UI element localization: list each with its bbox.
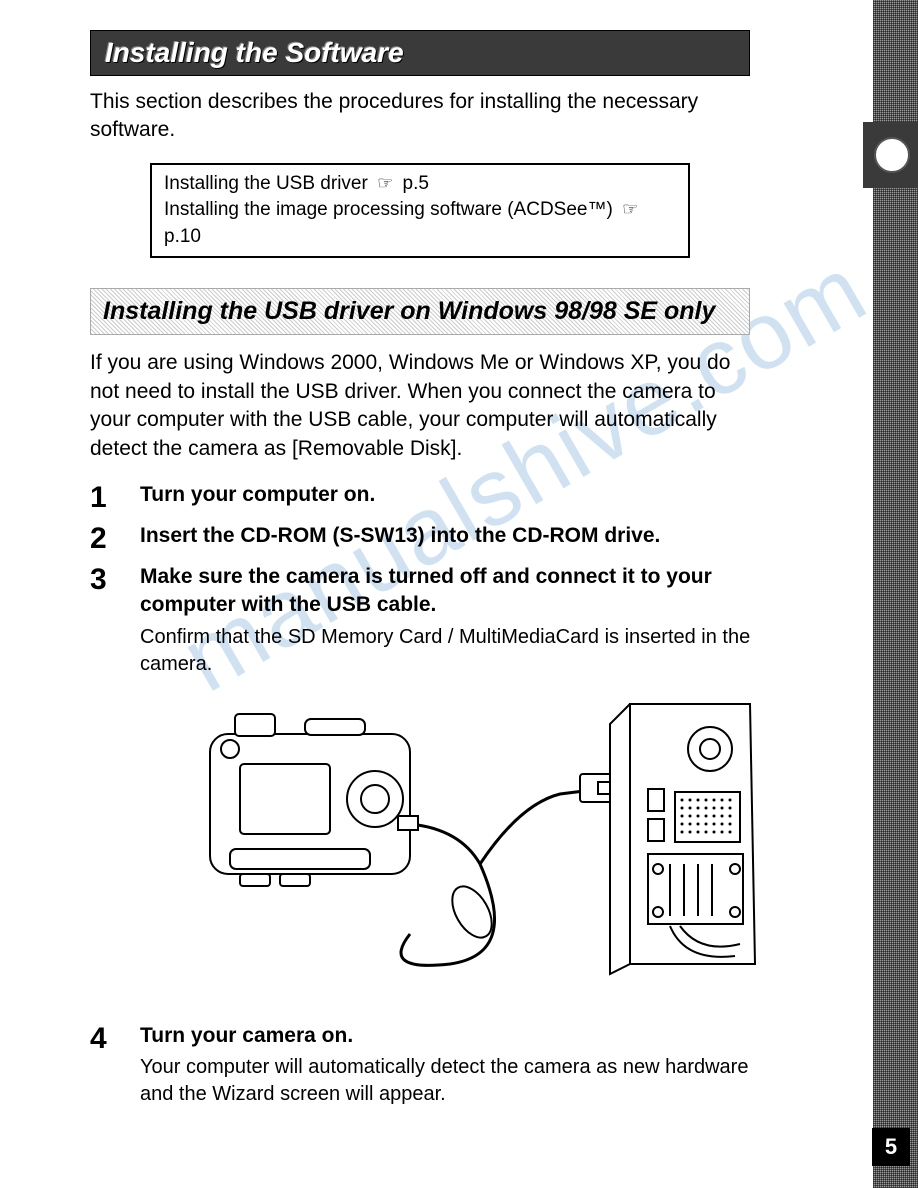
step-item: 2 Insert the CD-ROM (S-SW13) into the CD…	[90, 522, 750, 555]
step-item: 4 Turn your camera on. Your computer wil…	[90, 1022, 750, 1116]
pointer-icon: ☞	[622, 197, 638, 222]
ref-line-2-text: Installing the image processing software…	[164, 199, 618, 220]
reference-box: Installing the USB driver ☞ p.5 Installi…	[150, 163, 690, 259]
ref-line-2-page: p.10	[164, 226, 201, 247]
camera-computer-illustration	[180, 694, 760, 984]
ref-line-1: Installing the USB driver ☞ p.5	[164, 171, 676, 198]
step-content: Insert the CD-ROM (S-SW13) into the CD-R…	[140, 522, 750, 554]
step-number: 2	[90, 522, 140, 555]
step-content: Make sure the camera is turned off and c…	[140, 563, 760, 1014]
pointer-icon: ☞	[377, 171, 393, 196]
page-content: Installing the Software This section des…	[0, 0, 840, 1154]
step-list: 1 Turn your computer on. 2 Insert the CD…	[90, 481, 750, 1116]
step-description: Confirm that the SD Memory Card / MultiM…	[140, 624, 760, 678]
ref-line-2: Installing the image processing software…	[164, 197, 676, 250]
step-title: Make sure the camera is turned off and c…	[140, 563, 760, 620]
step-item: 3 Make sure the camera is turned off and…	[90, 563, 750, 1014]
step-description: Your computer will automatically detect …	[140, 1054, 750, 1108]
step-number: 3	[90, 563, 140, 596]
step-item: 1 Turn your computer on.	[90, 481, 750, 514]
page-number: 5	[872, 1128, 910, 1166]
step-content: Turn your camera on. Your computer will …	[140, 1022, 750, 1116]
step-title: Insert the CD-ROM (S-SW13) into the CD-R…	[140, 522, 750, 550]
step-title: Turn your camera on.	[140, 1022, 750, 1050]
step-content: Turn your computer on.	[140, 481, 750, 513]
sub-heading: Installing the USB driver on Windows 98/…	[90, 288, 750, 335]
body-paragraph: If you are using Windows 2000, Windows M…	[90, 349, 750, 462]
step-number: 1	[90, 481, 140, 514]
main-heading: Installing the Software	[90, 30, 750, 76]
ref-line-1-text: Installing the USB driver	[164, 173, 373, 194]
step-number: 4	[90, 1022, 140, 1055]
tab-circle-icon	[874, 137, 910, 173]
intro-paragraph: This section describes the procedures fo…	[90, 88, 750, 145]
step-title: Turn your computer on.	[140, 481, 750, 509]
ref-line-1-page: p.5	[397, 173, 429, 194]
